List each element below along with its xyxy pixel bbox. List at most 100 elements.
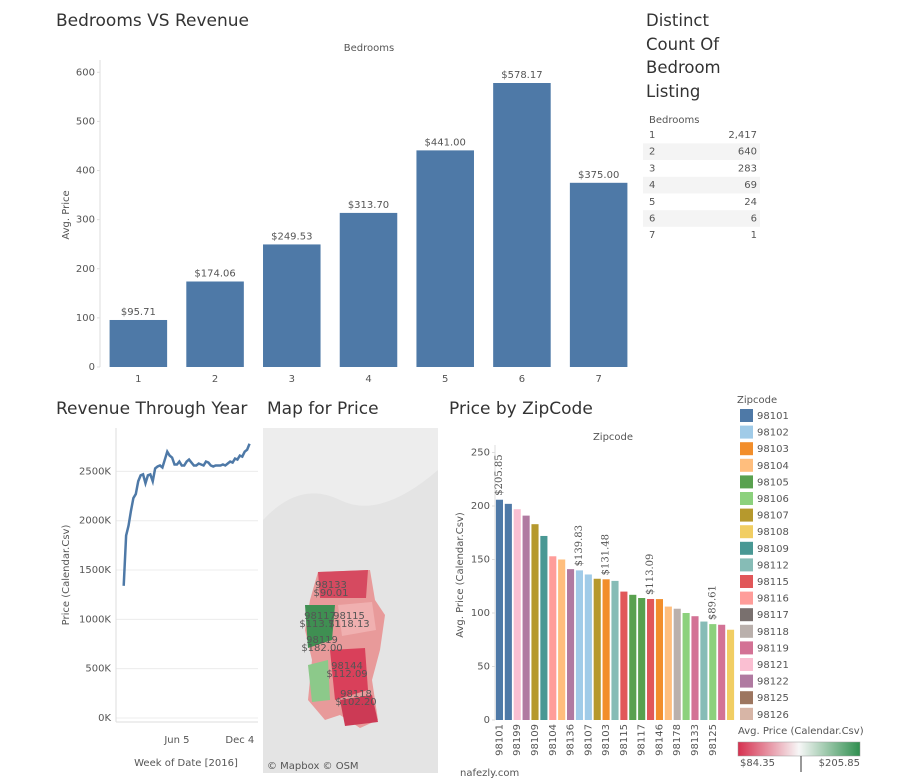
x-tick-label: 98103 [601,724,612,756]
color-legend-min: $84.35 [740,758,775,769]
x-tick-label: 98104 [548,724,559,756]
color-legend-max: $205.85 [819,758,860,769]
bar [339,212,398,367]
bar [493,83,551,367]
legend-swatch [740,674,753,688]
legend-label: 98109 [757,544,789,555]
y-tick-label: 2000K [79,516,111,527]
legend-label: 98117 [757,610,789,621]
legend-swatch [740,475,753,489]
y-tick-label: 2500K [79,466,111,477]
y-tick-label: 0 [484,715,490,726]
y-axis-label: Price (Calendar.Csv) [61,525,72,626]
map-zip: 98133 [315,580,347,591]
table-cell: 4 [649,180,655,191]
x-tick-label: 98133 [690,724,701,756]
table-cell: 2 [649,147,655,158]
legend-swatch [740,525,753,539]
table-row [643,193,760,211]
map [263,428,438,773]
bar [186,281,244,367]
y-tick-label: 50 [477,661,490,672]
map-region [340,695,378,726]
y-tick-label: 100 [471,608,490,619]
legend-label: 98101 [757,411,789,422]
map-region [318,570,368,598]
table-row [643,126,760,144]
x-tick-label: Dec 4 [225,735,254,746]
data-label: $89.61 [707,585,718,620]
map-attribution: © Mapbox © OSM [267,761,359,772]
data-label: $313.70 [348,200,389,211]
map-price: $112.09 [326,669,367,680]
bar [691,616,699,720]
legend-swatch [740,608,753,622]
color-legend-bar [737,741,861,757]
y-tick-label: 100 [76,313,95,324]
x-tick-label: 98107 [583,724,594,756]
bar [709,624,717,720]
bar [540,535,548,720]
legend-label: 98107 [757,511,789,522]
data-label: $174.06 [194,269,235,280]
map-price: $102.20 [335,697,376,708]
line [122,443,251,586]
table-header: Bedrooms [649,115,699,126]
bar [531,524,539,720]
bar [638,598,646,720]
x-tick-label: 98101 [494,724,505,756]
table-cell: 283 [738,163,757,174]
table-title: Distinct Count Of Bedroom Listing [646,11,721,101]
table-cell: 24 [744,197,757,208]
bar [700,621,708,720]
bar [549,556,557,720]
legend-swatch [740,508,753,522]
bar [495,499,503,720]
legend-swatch [740,575,753,588]
bar [682,612,690,720]
x-tick-label: 4 [365,374,371,385]
data-label: $249.53 [271,231,312,242]
map-price: $90.01 [314,588,349,599]
bar [727,629,735,720]
legend-swatch [740,707,753,720]
map-zip: 98117 [304,611,336,622]
table-cell: 1 [751,230,757,241]
bar [593,578,601,720]
x-tick-label: 98115 [619,724,630,756]
y-tick-label: 200 [76,264,95,275]
table-cell: 5 [649,197,655,208]
chart-title: Price by ZipCode [449,399,593,419]
legend-label: 98116 [757,594,789,605]
x-tick-label: 6 [519,374,525,385]
x-tick-label: Jun 5 [163,735,189,746]
y-tick-label: 400 [76,166,95,177]
data-label: $578.17 [501,70,542,81]
color-legend-title: Avg. Price (Calendar.Csv) [738,726,864,737]
data-label: $205.85 [494,454,505,495]
map-price: $118.13 [328,619,369,630]
legend-swatch [740,425,753,439]
legend-swatch [740,591,753,605]
legend-label: 98106 [757,494,789,505]
y-tick-label: 500K [85,664,111,675]
bar [263,244,321,367]
bar [620,591,628,720]
legend-label: 98112 [757,560,789,571]
chart-title: Bedrooms VS Revenue [56,11,249,31]
legend-swatch [740,641,753,655]
y-tick-label: 250 [471,447,490,458]
data-label: $131.48 [601,534,612,575]
bar [673,608,681,720]
bar [569,182,628,367]
bar [558,559,566,720]
y-tick-label: 600 [76,67,95,78]
table-cell: 7 [649,230,655,241]
legend-title: Zipcode [737,395,777,406]
table-cell: 69 [744,180,757,191]
bar [602,579,610,720]
legend-label: 98118 [757,627,789,638]
legend-swatch [740,492,753,505]
map-price: $182.00 [301,643,342,654]
